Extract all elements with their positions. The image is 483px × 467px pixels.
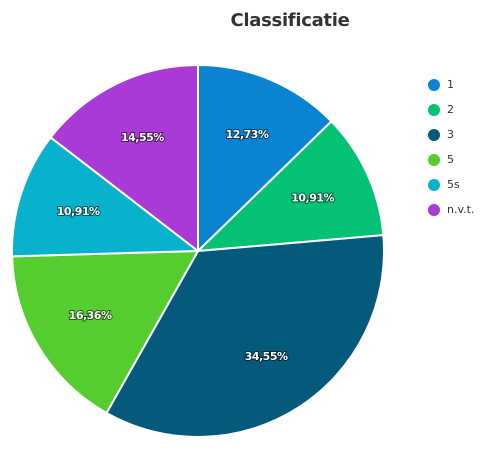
legend-marker-icon — [428, 103, 440, 116]
chart-title: Classificatie — [230, 10, 350, 31]
pie-slices — [11, 64, 385, 438]
slice-label-1: 12,73% — [226, 128, 269, 141]
legend-item-3[interactable]: 3 — [428, 122, 474, 147]
legend: 1 2 3 5 5s n.v.t. — [428, 72, 474, 222]
legend-marker-icon — [428, 153, 440, 166]
legend-item-1[interactable]: 1 — [428, 72, 474, 97]
slice-label-2: 10,91% — [291, 192, 334, 205]
slice-label-5s: 10,91% — [57, 205, 100, 218]
legend-label: 5s — [447, 178, 460, 191]
pie-slice-2[interactable] — [197, 120, 385, 252]
pie-labels: 12,73% 10,91% 34,55% 16,36% 10,91% 14,55% — [56, 127, 336, 364]
legend-item-5[interactable]: 5 — [428, 147, 474, 172]
legend-item-n.v.t.[interactable]: n.v.t. — [428, 197, 474, 222]
legend-label: 3 — [447, 128, 454, 141]
legend-label: n.v.t. — [447, 203, 475, 216]
pie-slice-5s[interactable] — [11, 136, 199, 258]
legend-marker-icon — [428, 203, 440, 216]
slice-label-5: 16,36% — [69, 309, 112, 322]
legend-marker-icon — [428, 128, 440, 141]
pie-slice-5[interactable] — [11, 250, 199, 414]
legend-label: 1 — [447, 78, 454, 91]
legend-item-2[interactable]: 2 — [428, 97, 474, 122]
slice-label-3: 34,55% — [245, 350, 288, 363]
legend-marker-icon — [428, 178, 440, 191]
pie-slice-n.v.t.[interactable] — [49, 64, 199, 252]
legend-item-5s[interactable]: 5s — [428, 172, 474, 197]
pie-slice-3[interactable] — [105, 234, 385, 438]
slice-label-n.v.t.: 14,55% — [121, 131, 164, 144]
legend-marker-icon — [428, 78, 440, 91]
legend-label: 2 — [447, 103, 454, 116]
legend-label: 5 — [447, 153, 454, 166]
pie-slice-1[interactable] — [197, 64, 333, 252]
